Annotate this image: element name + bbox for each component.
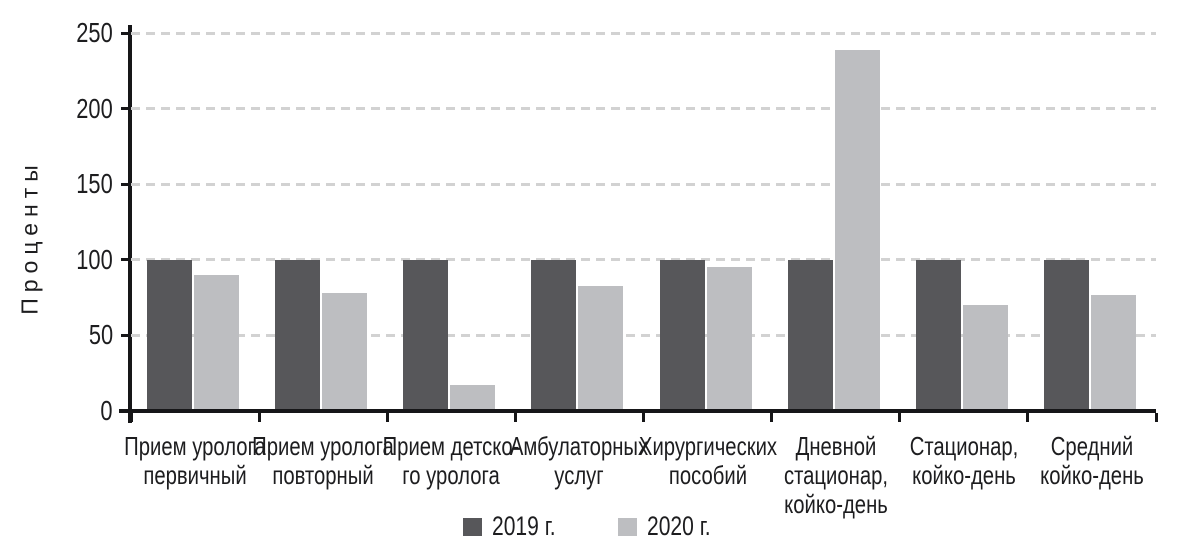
category-label-6: Дневной стационар, койко-день (783, 431, 888, 519)
category-label-8: Средний койко-день (1040, 431, 1144, 490)
category-label-3: Прием детско-го уролога (382, 431, 520, 490)
category-label-5: Хирургических пособий (638, 431, 777, 490)
bar-2019-group-7 (915, 259, 961, 411)
bar-2020-group-8 (1090, 294, 1136, 411)
bar-2019-group-5 (659, 259, 705, 411)
y-tick-250 (121, 31, 131, 35)
y-tick-200 (121, 107, 131, 111)
y-tick-0 (121, 409, 131, 413)
plot-area (131, 31, 1156, 411)
y-tick-50 (121, 333, 131, 337)
bar-2020-group-5 (706, 267, 752, 411)
x-tick-1 (257, 413, 261, 422)
bar-2019-group-6 (787, 259, 833, 411)
y-tick-label-50: 50 (88, 319, 113, 351)
y-tick-100 (121, 258, 131, 262)
x-tick-6 (898, 413, 902, 422)
bar-2019-group-4 (531, 259, 577, 411)
bar-2019-group-2 (275, 259, 321, 411)
bar-2020-group-6 (834, 49, 880, 411)
x-tick-2 (385, 413, 389, 422)
category-label-4: Амбулаторных услуг (510, 431, 649, 490)
x-tick-5 (770, 413, 774, 422)
x-tick-8 (1154, 413, 1158, 422)
x-axis-line (119, 409, 1156, 413)
legend-item-2019: 2019 г. (463, 511, 574, 542)
legend-label-2019: 2019 г. (492, 511, 557, 541)
bar-2019-group-3 (403, 259, 449, 411)
category-label-1: Прием уролога первичный (124, 431, 266, 490)
bar-2020-group-2 (322, 293, 368, 411)
x-tick-0 (129, 413, 133, 422)
y-gridline-150 (131, 182, 1156, 186)
y-tick-150 (121, 182, 131, 186)
legend: 2019 г. 2020 г. (0, 511, 1192, 542)
legend-swatch-2020 (618, 517, 637, 536)
bar-2019-group-8 (1043, 259, 1089, 411)
legend-swatch-2019 (463, 517, 483, 536)
y-tick-label-150: 150 (76, 168, 113, 200)
bar-2020-group-7 (962, 305, 1008, 411)
y-gridline-50 (131, 333, 1156, 337)
bar-2020-group-1 (194, 274, 239, 411)
bar-2020-group-4 (578, 285, 624, 411)
category-label-2: Прием уролога повторный (252, 431, 395, 490)
y-tick-label-250: 250 (76, 17, 113, 48)
bar-2019-group-1 (147, 259, 192, 411)
x-tick-4 (642, 413, 645, 422)
legend-item-2020: 2020 г. (618, 511, 729, 542)
y-axis-line (128, 25, 132, 423)
category-label-7: Стационар, койко-день (909, 431, 1019, 490)
y-gridline-250 (131, 31, 1156, 35)
y-tick-label-100: 100 (76, 243, 113, 275)
y-tick-label-200: 200 (76, 92, 113, 124)
bar-2020-group-3 (450, 385, 496, 411)
y-tick-label-0: 0 (100, 395, 113, 426)
x-tick-3 (513, 413, 517, 422)
y-gridline-200 (131, 107, 1156, 111)
y-gridline-100 (131, 258, 1156, 262)
legend-label-2020: 2020 г. (647, 511, 711, 541)
x-tick-7 (1026, 413, 1030, 422)
